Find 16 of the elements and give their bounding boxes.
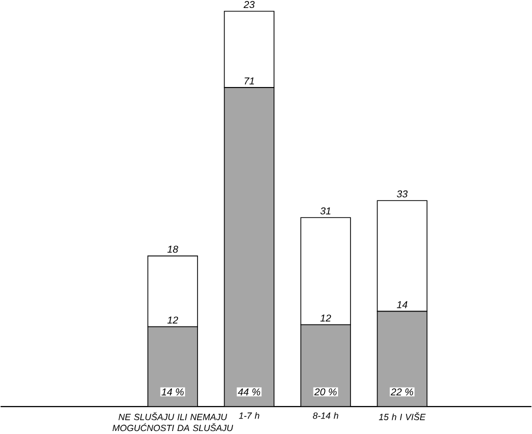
x-tick-label: 8-14 h [312,412,338,419]
annotation: 22 % [390,388,414,396]
annotation: 20 % [314,388,337,396]
annotation: 12 [320,314,332,322]
x-tick-label: NE SLUŠAJU ILI NEMAJU MOGUĆNOSTI DA SLUŠAJU [112,412,234,431]
annotation: 44 % [238,388,260,396]
annotation: 18 [167,245,178,253]
annotation: 23 [244,0,255,8]
annotation: 31 [320,207,330,214]
annotation: 14 % [162,388,184,396]
x-tick-label: 1-7 h [238,412,260,419]
annotation: 71 [244,77,254,84]
x-tick-label: 15 h I VIŠE [378,412,426,420]
annotation: 33 [396,190,408,198]
annotation: 14 [396,301,408,308]
annotation: 12 [167,316,178,324]
